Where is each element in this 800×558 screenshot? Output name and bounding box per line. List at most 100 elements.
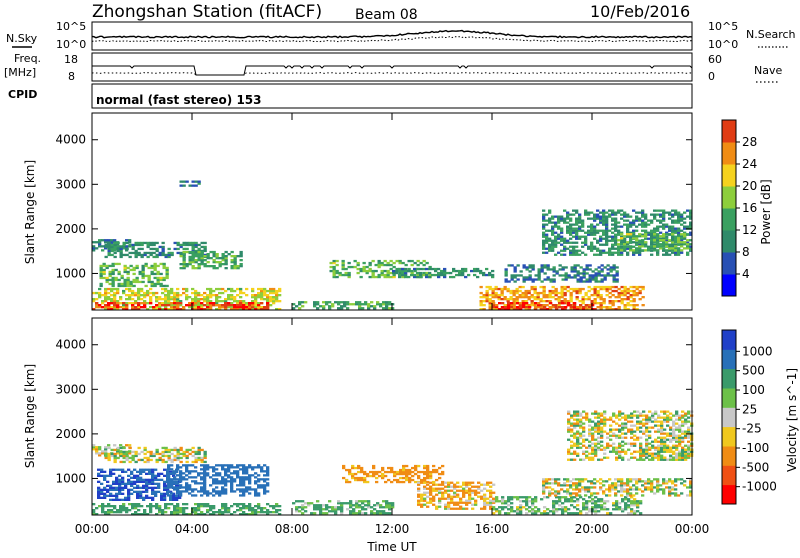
- echo-cell: [348, 471, 351, 473]
- echo-cell: [155, 505, 158, 507]
- echo-cell: [543, 286, 546, 288]
- echo-cell: [188, 492, 191, 494]
- echo-cell: [140, 288, 143, 290]
- echo-cell: [207, 265, 210, 267]
- echo-cell: [167, 482, 170, 484]
- echo-cell: [336, 260, 339, 262]
- echo-cell: [185, 290, 188, 292]
- echo-cell: [594, 417, 597, 419]
- echo-cell: [112, 489, 115, 491]
- echo-cell: [227, 464, 230, 466]
- echo-cell: [642, 415, 645, 417]
- echo-cell: [453, 484, 456, 486]
- echo-cell: [519, 512, 522, 514]
- echo-cell: [381, 477, 384, 479]
- echo-cell: [139, 481, 142, 483]
- echo-cell: [221, 304, 224, 306]
- echo-cell: [501, 502, 504, 504]
- echo-cell: [426, 465, 429, 467]
- echo-cell: [179, 466, 182, 468]
- echo-cell: [462, 488, 465, 490]
- echo-cell: [313, 301, 316, 303]
- echo-cell: [594, 300, 597, 302]
- echo-cell: [635, 488, 638, 490]
- echo-cell: [574, 276, 577, 278]
- echo-cell: [593, 482, 596, 484]
- echo-cell: [173, 294, 176, 296]
- echo-cell: [103, 477, 106, 479]
- echo-cell: [633, 306, 636, 308]
- echo-cell: [523, 264, 526, 266]
- echo-cell: [630, 417, 633, 419]
- echo-cell: [557, 242, 560, 244]
- echo-cell: [251, 304, 254, 306]
- echo-cell: [585, 415, 588, 417]
- echo-cell: [127, 481, 130, 483]
- echo-cell: [577, 264, 580, 266]
- echo-cell: [594, 451, 597, 453]
- echo-cell: [188, 476, 191, 478]
- echo-cell: [206, 466, 209, 468]
- echo-cell: [203, 470, 206, 472]
- echo-cell: [134, 302, 137, 304]
- echo-cell: [146, 292, 149, 294]
- echo-cell: [234, 263, 237, 265]
- echo-cell: [358, 506, 361, 508]
- echo-cell: [133, 483, 136, 485]
- echo-cell: [113, 511, 116, 513]
- echo-cell: [125, 509, 128, 511]
- echo-cell: [608, 240, 611, 242]
- echo-cell: [483, 304, 486, 306]
- echo-cell: [148, 481, 151, 483]
- echo-cell: [638, 245, 641, 247]
- echo-cell: [206, 298, 209, 300]
- echo-cell: [623, 247, 626, 249]
- echo-cell: [546, 304, 549, 306]
- echo-cell: [626, 233, 629, 235]
- echo-cell: [149, 292, 152, 294]
- echo-cell: [119, 444, 122, 446]
- echo-cell: [559, 264, 562, 266]
- echo-cell: [120, 248, 123, 250]
- echo-cell: [645, 427, 648, 429]
- echo-cell: [242, 484, 245, 486]
- echo-cell: [615, 437, 618, 439]
- echo-cell: [573, 453, 576, 455]
- echo-cell: [419, 272, 422, 274]
- echo-cell: [603, 413, 606, 415]
- echo-cell: [227, 470, 230, 472]
- echo-cell: [107, 444, 110, 446]
- echo-cell: [171, 453, 174, 455]
- echo-cell: [124, 499, 127, 501]
- echo-cell: [157, 281, 160, 283]
- echo-cell: [555, 306, 558, 308]
- echo-cell: [114, 461, 117, 463]
- echo-cell: [569, 232, 572, 234]
- echo-cell: [239, 476, 242, 478]
- echo-cell: [621, 425, 624, 427]
- echo-cell: [545, 248, 548, 250]
- echo-cell: [656, 220, 659, 222]
- echo-cell: [150, 252, 153, 254]
- echo-cell: [236, 484, 239, 486]
- echo-cell: [176, 488, 179, 490]
- echo-cell: [179, 294, 182, 296]
- echo-cell: [215, 511, 218, 513]
- echo-cell: [648, 419, 651, 421]
- echo-cell: [153, 244, 156, 246]
- echo-cell: [372, 471, 375, 473]
- echo-cell: [585, 413, 588, 415]
- echo-cell: [501, 290, 504, 292]
- echo-cell: [266, 484, 269, 486]
- echo-cell: [633, 425, 636, 427]
- echo-cell: [453, 508, 456, 510]
- echo-cell: [638, 247, 641, 249]
- echo-cell: [523, 280, 526, 282]
- echo-cell: [160, 273, 163, 275]
- echo-cell: [525, 502, 528, 504]
- echo-cell: [592, 276, 595, 278]
- echo-cell: [204, 246, 207, 248]
- echo-cell: [557, 216, 560, 218]
- echo-cell: [148, 471, 151, 473]
- echo-cell: [639, 447, 642, 449]
